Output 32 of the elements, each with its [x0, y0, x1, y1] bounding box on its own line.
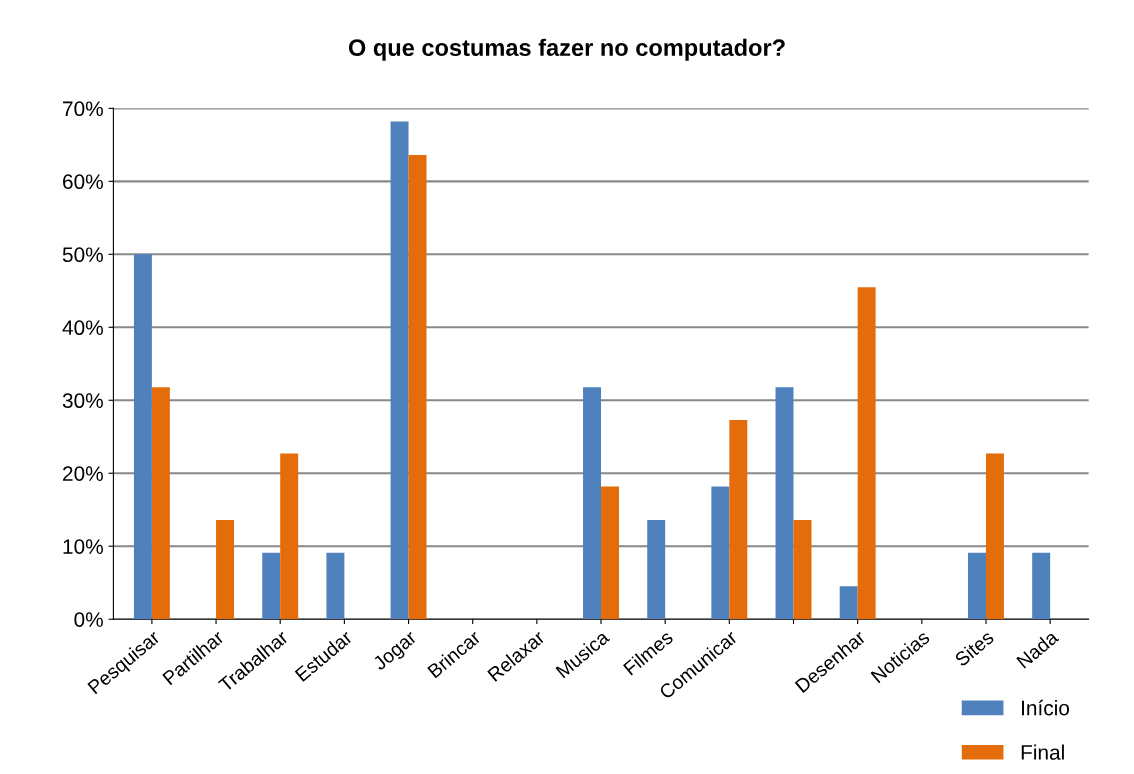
y-tick-label: 0% — [74, 612, 103, 627]
y-tick-label: 60% — [63, 174, 103, 190]
bar — [839, 586, 858, 620]
bar — [729, 419, 748, 620]
bar — [647, 519, 666, 620]
bar — [793, 519, 812, 620]
y-tick-label: 50% — [62, 247, 103, 263]
y-tick-label: 10% — [63, 539, 103, 554]
bar — [1032, 552, 1051, 620]
y-tick-label: 20% — [63, 466, 103, 481]
bar — [408, 155, 427, 620]
bar — [601, 486, 619, 620]
x-tick-label: Sites — [953, 629, 995, 668]
y-tick-label: 30% — [62, 393, 103, 409]
bar — [390, 121, 409, 620]
bar — [583, 387, 602, 620]
bar — [280, 453, 299, 620]
bar — [151, 387, 170, 620]
bar — [775, 387, 794, 620]
legend-label: Início — [1022, 699, 1070, 716]
bar — [216, 519, 235, 620]
bar — [262, 552, 281, 620]
bar — [985, 453, 1004, 620]
y-tick-label: 40% — [62, 320, 103, 336]
legend-label: Final — [1021, 744, 1064, 760]
y-tick-label: 70% — [63, 101, 103, 117]
bar — [326, 552, 345, 620]
bar — [857, 287, 876, 620]
bar — [133, 254, 152, 620]
bar — [711, 486, 730, 620]
chart-title: O que costumas fazer no computador? — [348, 38, 785, 61]
bar — [968, 552, 986, 620]
